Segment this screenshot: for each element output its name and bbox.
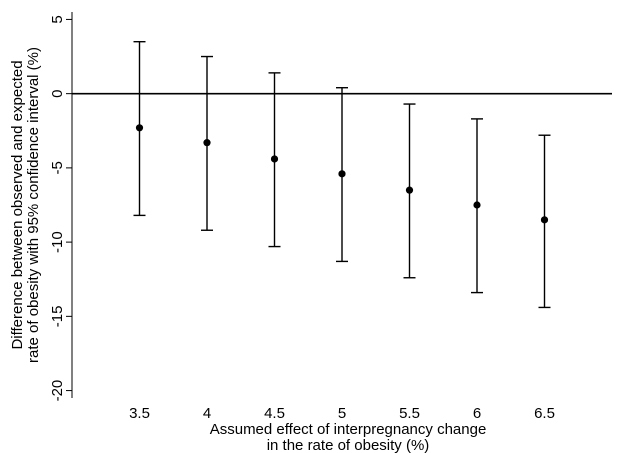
estimate-point [203,139,211,147]
y-tick-label: -20 [49,380,66,402]
x-ticks: 3.5 4 4.5 5 5.5 6 6.5 [129,405,555,422]
x-tick-label: 3.5 [129,405,150,422]
y-tick-label: -15 [49,306,66,328]
x-axis-title-line-2: in the rate of obesity (%) [267,437,430,453]
y-axis-title-line-2: rate of obesity with 95% confidence inte… [25,47,42,363]
estimate-point [270,155,279,163]
x-tick-label: 6 [473,405,481,422]
x-axis-title-line-1: Assumed effect of interpregnancy change [210,421,487,438]
estimate-point [338,170,346,178]
x-tick-label: 4 [203,405,211,422]
estimate-point [473,201,481,209]
x-tick-label: 5.5 [399,405,420,422]
y-axis-title-line-1: Difference between observed and expected [9,60,26,349]
y-tick-label: 0 [49,89,66,97]
y-ticks: 5 0 -5 -10 -15 -20 [49,15,72,401]
estimate-point [540,216,549,224]
point-estimates [135,124,549,224]
x-tick-label: 5 [338,405,346,422]
y-tick-label: 5 [49,15,66,23]
y-tick-label: -10 [49,231,66,253]
x-tick-label: 6.5 [534,405,555,422]
estimate-point [405,186,414,194]
x-tick-label: 4.5 [264,405,285,422]
y-tick-label: -5 [49,161,66,174]
estimate-point [135,124,144,132]
